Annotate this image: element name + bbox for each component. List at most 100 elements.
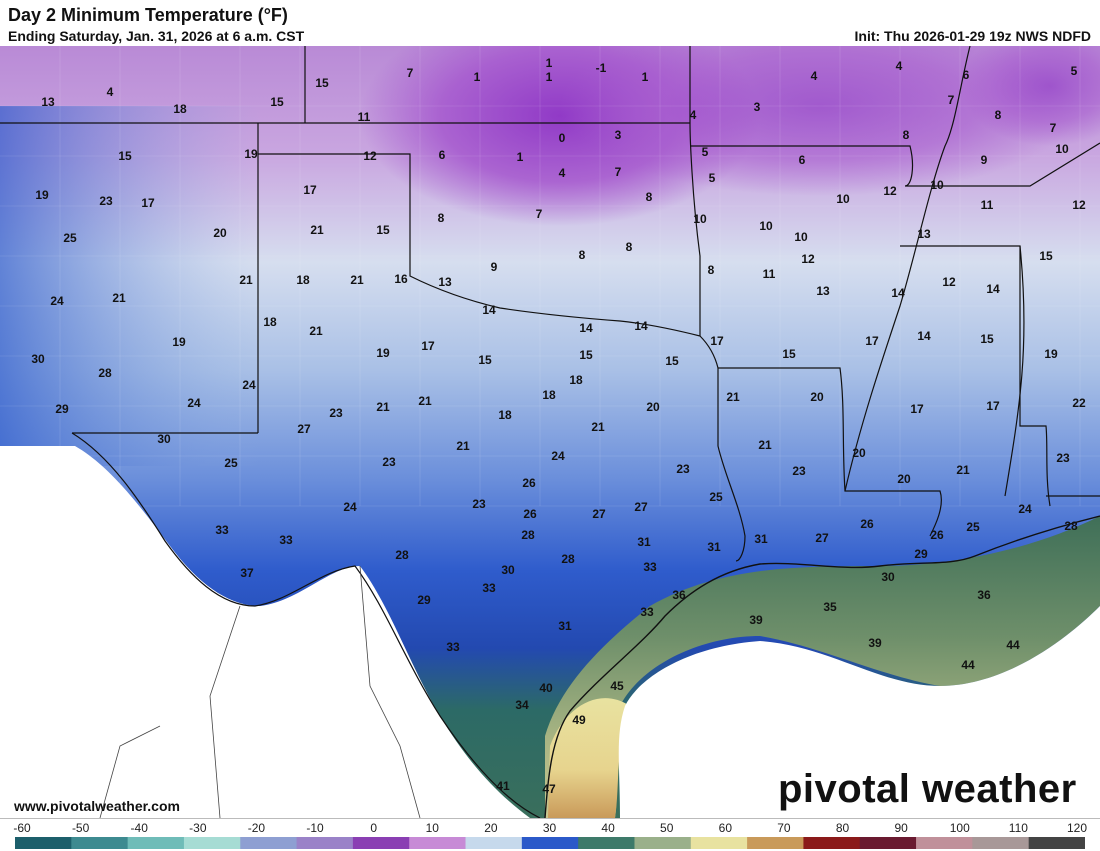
color-scale-tick: -40 <box>130 821 148 835</box>
temperature-label: 21 <box>309 324 323 338</box>
temperature-label: 31 <box>558 619 572 633</box>
mexico-border <box>71 432 541 818</box>
temperature-label: 29 <box>417 593 431 607</box>
temperature-label: 10 <box>794 230 808 244</box>
temperature-label: 20 <box>897 472 911 486</box>
color-scale-segment <box>578 837 635 849</box>
temperature-label: 17 <box>421 339 435 353</box>
color-scale-segment <box>803 837 861 849</box>
temperature-label: 21 <box>456 439 470 453</box>
temperature-label: 9 <box>491 260 498 274</box>
temperature-label: 10 <box>759 219 773 233</box>
temperature-label: 19 <box>244 147 258 161</box>
temperature-label: 19 <box>35 188 49 202</box>
temperature-label: 30 <box>501 563 515 577</box>
temperature-label: 20 <box>810 390 824 404</box>
temperature-label: 35 <box>823 600 837 614</box>
temperature-label: 11 <box>981 198 994 212</box>
temperature-label: 13 <box>438 275 452 289</box>
temperature-label: 15 <box>315 76 329 90</box>
temperature-label: 6 <box>799 153 806 167</box>
temperature-label: 12 <box>801 252 815 266</box>
website-label[interactable]: www.pivotalweather.com <box>14 798 180 814</box>
warm-coastal-shading <box>548 698 630 818</box>
temperature-label: 18 <box>498 408 512 422</box>
temperature-label: 15 <box>579 348 593 362</box>
temperature-label: 21 <box>758 438 772 452</box>
temperature-label: 24 <box>187 396 201 410</box>
temperature-label: 18 <box>542 388 556 402</box>
temperature-label: 18 <box>569 373 583 387</box>
state-borders <box>0 46 1100 562</box>
header: Day 2 Minimum Temperature (°F) Ending Sa… <box>0 0 1100 46</box>
temperature-label: 5 <box>1071 64 1078 78</box>
temperature-label: 31 <box>707 540 721 554</box>
gulf-unshaded <box>618 606 1100 818</box>
color-scale-tick: -10 <box>306 821 324 835</box>
temperature-label: 24 <box>343 500 357 514</box>
temperature-label: 1 <box>546 56 553 70</box>
color-scale-tick: -30 <box>189 821 207 835</box>
temperature-label: 33 <box>279 533 293 547</box>
temperature-label: 6 <box>439 148 446 162</box>
temperature-label: 21 <box>310 223 324 237</box>
temperature-label: 18 <box>296 273 310 287</box>
temperature-label: 16 <box>394 272 408 286</box>
temperature-label: 29 <box>55 402 69 416</box>
color-scale-tick: 50 <box>660 821 674 835</box>
temperature-label: 49 <box>572 713 586 727</box>
temperature-label: 8 <box>626 240 633 254</box>
temperature-label: 1 <box>517 150 524 164</box>
temperature-label: 18 <box>173 102 187 116</box>
temperature-label: 19 <box>376 346 390 360</box>
mexico-unshaded <box>0 446 530 818</box>
temperature-label: 22 <box>1072 396 1086 410</box>
temperature-label: 20 <box>852 446 866 460</box>
temperature-label: 15 <box>980 332 994 346</box>
temperature-label: 31 <box>754 532 768 546</box>
temperature-label: 17 <box>865 334 879 348</box>
temperature-label: 8 <box>438 211 445 225</box>
color-scale-segment <box>127 837 185 849</box>
temperature-label: 4 <box>896 59 903 73</box>
color-scale-tick: 70 <box>777 821 791 835</box>
temperature-label: 7 <box>536 207 543 221</box>
temperature-label: 1 <box>474 70 481 84</box>
temperature-label: 8 <box>708 263 715 277</box>
temperature-label: 44 <box>1006 638 1020 652</box>
color-scale-segment <box>521 837 579 849</box>
color-scale-tick: 40 <box>601 821 615 835</box>
temperature-label: 21 <box>726 390 740 404</box>
temperature-label: 26 <box>523 507 537 521</box>
temperature-label: 25 <box>709 490 723 504</box>
temperature-label: 36 <box>672 588 686 602</box>
temperature-label: 10 <box>1055 142 1069 156</box>
temperature-label: 37 <box>240 566 254 580</box>
color-scale-bar <box>15 837 1085 849</box>
temperature-label: 33 <box>643 560 657 574</box>
temperature-label: 21 <box>418 394 432 408</box>
pivotal-weather-logo: pivotal weather <box>778 767 1077 811</box>
temperature-label: 23 <box>676 462 690 476</box>
temperature-map[interactable]: 13 4 18 15 15 7 1 1 1 -1 1 4 4 6 5 11 3 7 8 7 4 8 15 19 12 6 0 3 1 5 6… <box>0 46 1100 818</box>
color-scale-segment <box>296 837 354 849</box>
temperature-label: 23 <box>99 194 113 208</box>
color-scale-segment <box>634 837 692 849</box>
temperature-label: 28 <box>395 548 409 562</box>
temperature-label: 19 <box>1044 347 1058 361</box>
temperature-label: 15 <box>118 149 132 163</box>
color-scale-tick: 120 <box>1066 821 1088 835</box>
temperature-label: 18 <box>263 315 277 329</box>
temperature-label: 17 <box>910 402 924 416</box>
temperature-label: 28 <box>98 366 112 380</box>
temperature-label: 33 <box>446 640 460 654</box>
temperature-label: 33 <box>482 581 496 595</box>
color-scale-segment <box>747 837 804 849</box>
temperature-label: 13 <box>41 95 55 109</box>
temperature-label: 47 <box>542 782 556 796</box>
temperature-label: 23 <box>472 497 486 511</box>
temperature-label: 36 <box>977 588 991 602</box>
temperature-label: 14 <box>634 319 648 333</box>
color-scale-tick: 0 <box>370 821 377 835</box>
